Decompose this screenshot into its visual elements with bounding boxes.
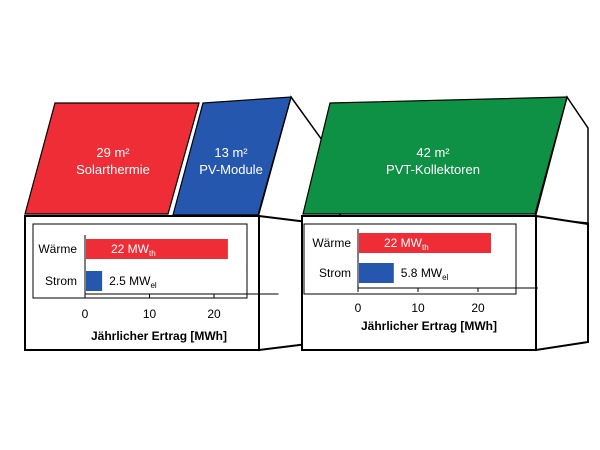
left-value-label: 22 MWth: [111, 242, 156, 258]
right-tick-label: 10: [411, 301, 425, 315]
left-tick-label: 10: [143, 307, 157, 321]
left-category-label: Strom: [45, 274, 77, 288]
left-tick-label: 0: [82, 307, 89, 321]
right-bar-0: [359, 233, 491, 253]
right-pvt-area: 42 m²: [416, 145, 450, 160]
right-pvt-name: PVT-Kollektoren: [386, 162, 480, 177]
left-thermal-name: Solarthermie: [76, 162, 150, 177]
right-value-label: 22 MWth: [384, 236, 429, 252]
right-roof-pvt: [302, 96, 568, 215]
right-x-axis-title: Jährlicher Ertrag [MWh]: [361, 319, 497, 333]
left-house: 29 m² Solarthermie 13 m² PV-Module Wärme…: [24, 95, 341, 352]
left-bar-0: [86, 239, 228, 259]
right-category-label: Wärme: [312, 236, 351, 250]
left-chart-box: [32, 223, 248, 299]
left-pv-area: 13 m²: [214, 145, 248, 160]
left-value-label: 2.5 MWel: [109, 274, 157, 290]
left-x-axis-title: Jährlicher Ertrag [MWh]: [91, 329, 227, 343]
left-thermal-area: 29 m²: [96, 145, 130, 160]
left-category-label: Wärme: [38, 242, 77, 256]
right-value-label: 5.8 MWel: [401, 266, 449, 282]
right-bar-1: [359, 263, 394, 283]
left-pv-name: PV-Module: [199, 162, 263, 177]
right-chart: Wärme 22 MWth Strom 5.8 MWel 0 10 20 Jährlicher…: [312, 229, 538, 333]
right-category-label: Strom: [319, 266, 351, 280]
left-chart: Wärme 22 MWth Strom 2.5 MWel 0 10 20 Jährlicher…: [38, 235, 279, 343]
right-tick-label: 0: [355, 301, 362, 315]
right-house: 42 m² PVT-Kollektoren Wärme 22 MWth Strom 5…: [301, 95, 589, 352]
right-tick-label: 20: [471, 301, 485, 315]
left-roof-solarthermie: [24, 102, 200, 215]
right-side-wall: [535, 214, 589, 352]
left-tick-label: 20: [207, 307, 221, 321]
left-bar-1: [86, 271, 103, 291]
